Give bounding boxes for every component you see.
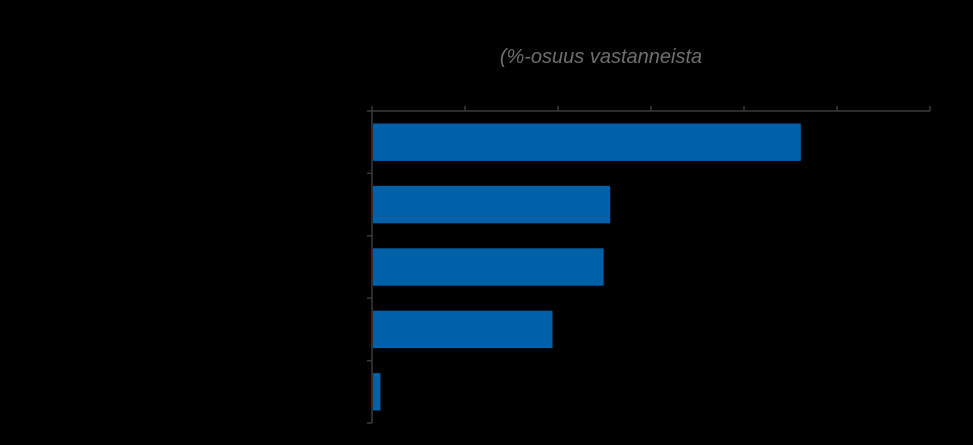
bars bbox=[373, 123, 801, 411]
bar bbox=[373, 185, 611, 224]
bar bbox=[373, 310, 553, 349]
bar bbox=[373, 123, 801, 161]
bar bbox=[373, 248, 604, 286]
bar bbox=[373, 373, 381, 411]
axes bbox=[367, 106, 931, 424]
chart-subtitle: (%-osuus vastanneista bbox=[500, 46, 702, 68]
